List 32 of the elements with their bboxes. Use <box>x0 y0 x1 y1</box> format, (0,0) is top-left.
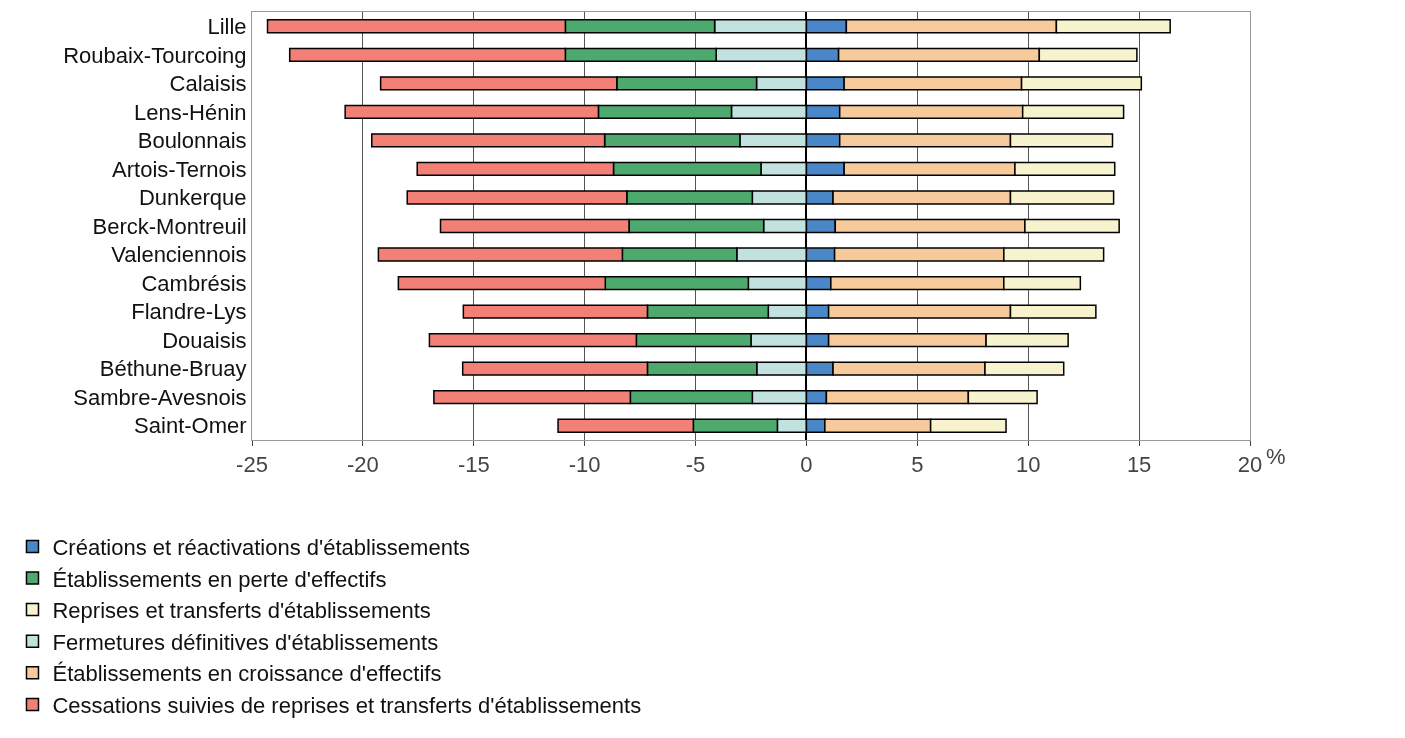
y-tick-label: Calaisis <box>169 71 247 97</box>
x-tick-label: 5 <box>911 452 924 478</box>
legend-label: Créations et réactivations d'établissements <box>52 534 471 560</box>
y-tick-label: Douaisis <box>162 327 247 353</box>
y-tick-label: Lille <box>207 13 247 39</box>
legend-label: Cessations suivies de reprises et transferts d'établissements <box>52 692 642 718</box>
y-tick-label: Sambre-Avesnois <box>73 384 247 410</box>
y-tick-label: Lens-Hénin <box>134 99 247 125</box>
legend-label: Reprises et transferts d'établissements <box>52 598 431 624</box>
x-tick-label: 20 <box>1237 452 1263 478</box>
x-tick-label: 10 <box>1015 452 1041 478</box>
y-tick-label: Saint-Omer <box>134 413 247 439</box>
y-tick-label: Valenciennois <box>111 242 247 268</box>
x-tick-label: 0 <box>800 452 813 478</box>
x-tick-label: 15 <box>1126 452 1152 478</box>
x-tick-label: -15 <box>457 452 490 478</box>
y-tick-label: Cambrésis <box>141 270 247 296</box>
y-tick-label: Roubaix-Tourcoing <box>63 42 247 68</box>
x-tick-label: -10 <box>568 452 601 478</box>
legend-label: Fermetures définitives d'établissements <box>52 629 439 655</box>
x-tick-label: -25 <box>236 452 268 478</box>
x-tick-label: -5 <box>685 452 706 478</box>
y-tick-label: Dunkerque <box>138 185 247 211</box>
y-tick-label: Béthune-Bruay <box>99 356 247 382</box>
legend-label: Établissements en perte d'effectifs <box>52 566 387 592</box>
y-tick-label: Boulonnais <box>137 128 247 154</box>
y-tick-label: Berck-Montreuil <box>92 213 247 239</box>
legend-label: Établissements en croissance d'effectifs <box>52 661 442 687</box>
x-tick-label: -20 <box>346 452 379 478</box>
y-tick-label: Artois-Ternois <box>112 156 247 182</box>
y-tick-label: Flandre-Lys <box>131 299 247 325</box>
x-axis-title: % <box>1266 444 1286 469</box>
